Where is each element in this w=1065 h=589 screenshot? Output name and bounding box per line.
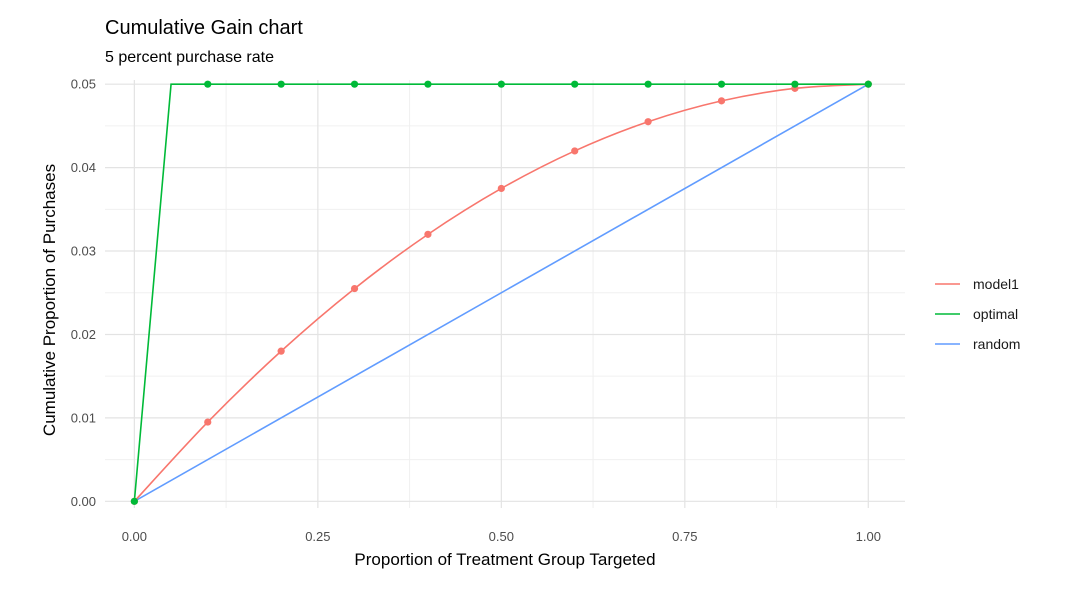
- series-line-optimal: [133, 83, 869, 502]
- data-point-optimal: [864, 80, 872, 88]
- series-line-random: [133, 83, 869, 503]
- legend-label-model1: model1: [973, 276, 1019, 292]
- y-tick-labels: 0.00 0.01 0.02 0.03 0.04 0.05: [71, 77, 96, 509]
- y-tick-label: 0.00: [71, 494, 96, 509]
- y-tick-label: 0.02: [71, 327, 96, 342]
- data-point-model1: [717, 97, 726, 105]
- legend-label-optimal: optimal: [973, 306, 1018, 322]
- legend-label-random: random: [973, 336, 1020, 352]
- x-axis-title: Proportion of Treatment Group Targeted: [354, 550, 655, 569]
- data-point-optimal: [791, 80, 799, 88]
- y-tick-label: 0.03: [71, 244, 96, 259]
- data-point-model1: [204, 418, 212, 426]
- grid-minor: [105, 80, 905, 508]
- data-point-optimal: [497, 80, 505, 88]
- chart-subtitle: 5 percent purchase rate: [105, 49, 274, 66]
- data-point-optimal: [204, 80, 212, 88]
- x-tick-label: 0.25: [305, 529, 330, 544]
- data-point-model1: [644, 118, 652, 126]
- data-point-optimal: [130, 497, 138, 505]
- data-point-optimal: [424, 80, 432, 88]
- data-point-model1: [350, 284, 359, 293]
- grid-major: [105, 80, 905, 508]
- y-axis-title: Cumulative Proportion of Purchases: [40, 164, 59, 436]
- data-point-optimal: [717, 80, 726, 88]
- data-point-model1: [497, 184, 505, 193]
- x-tick-label: 0.50: [489, 529, 514, 544]
- y-tick-label: 0.01: [71, 410, 96, 425]
- y-tick-label: 0.05: [71, 77, 96, 92]
- data-point-optimal: [644, 80, 652, 88]
- series-points: [130, 80, 872, 505]
- data-point-optimal: [350, 80, 359, 88]
- data-point-optimal: [571, 80, 579, 88]
- data-point-model1: [571, 147, 579, 155]
- data-point-model1: [424, 230, 432, 238]
- y-tick-label: 0.04: [71, 160, 96, 175]
- x-tick-label: 0.00: [122, 529, 147, 544]
- x-tick-labels: 0.00 0.25 0.50 0.75 1.00: [122, 529, 881, 544]
- series-line-model1: [133, 83, 869, 502]
- data-point-optimal: [277, 80, 285, 88]
- x-tick-label: 0.75: [672, 529, 697, 544]
- chart-title: Cumulative Gain chart: [105, 17, 303, 39]
- series-lines: [133, 83, 869, 503]
- x-tick-label: 1.00: [856, 529, 881, 544]
- data-point-model1: [277, 347, 285, 355]
- legend: model1 optimal random: [935, 276, 1020, 352]
